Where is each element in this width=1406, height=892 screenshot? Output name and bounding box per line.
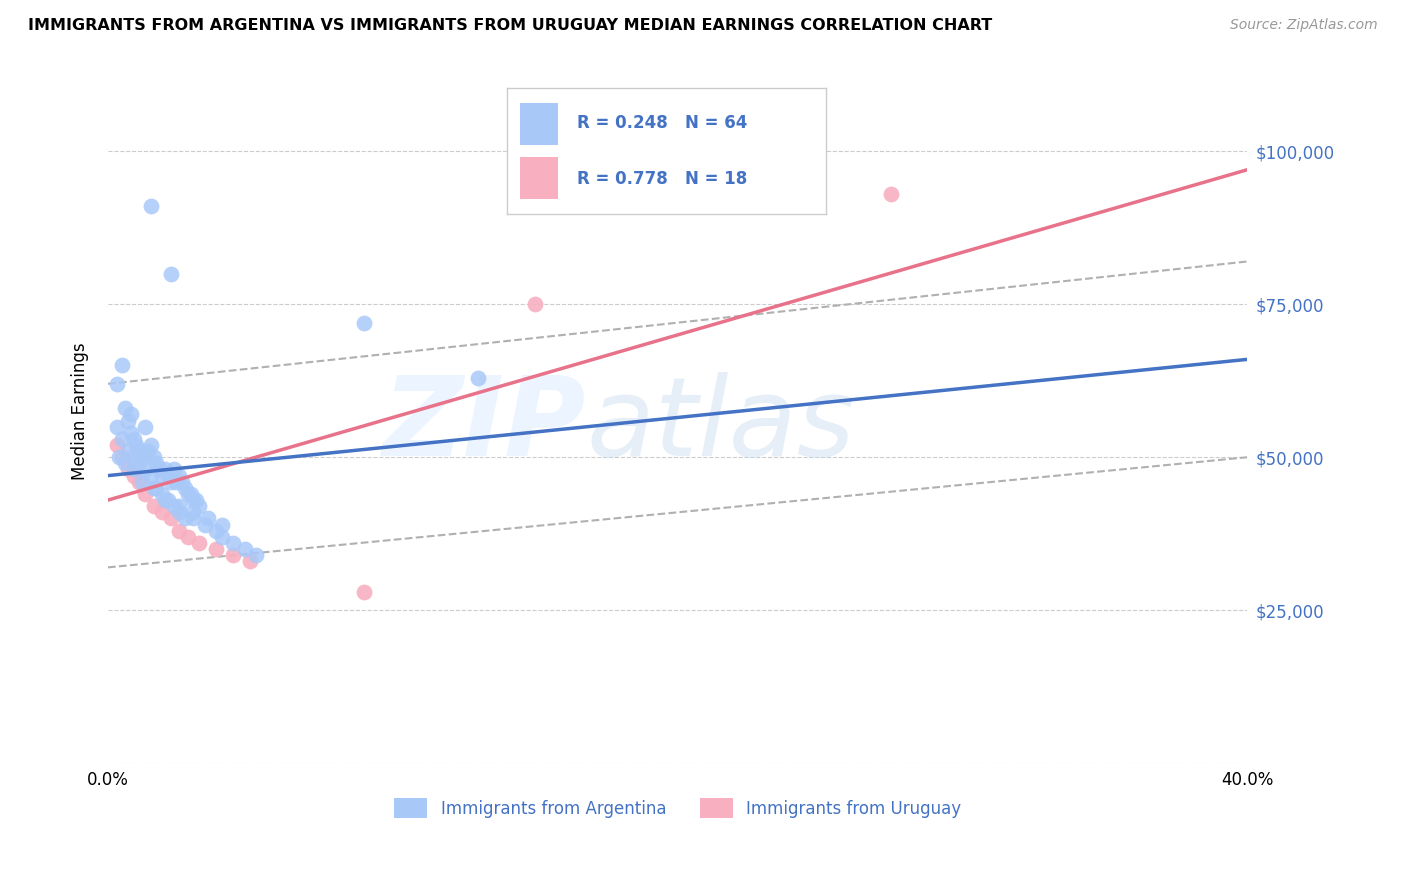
Point (114, 456, 136, 470)
Point (186, 493, 208, 508)
Point (167, 468, 190, 483)
Point (177, 530, 200, 544)
Point (120, 425, 142, 440)
Point (120, 408, 142, 422)
Point (180, 487, 202, 501)
Point (150, 487, 173, 501)
Point (353, 316, 375, 330)
Point (159, 475, 181, 489)
Point (122, 432, 145, 446)
Point (150, 468, 173, 483)
Point (142, 499, 165, 513)
Point (139, 468, 162, 483)
Point (167, 499, 190, 513)
Point (105, 419, 128, 434)
Point (245, 548, 267, 562)
Point (139, 438, 162, 452)
Point (128, 456, 150, 470)
Legend: Immigrants from Argentina, Immigrants from Uruguay: Immigrants from Argentina, Immigrants fr… (387, 791, 967, 825)
Point (156, 493, 179, 508)
Point (131, 450, 153, 465)
Point (205, 524, 228, 538)
Point (194, 517, 217, 532)
Point (183, 511, 205, 525)
Point (134, 419, 156, 434)
Point (117, 444, 139, 458)
Point (128, 475, 150, 489)
Point (159, 511, 181, 525)
Point (111, 359, 134, 373)
Point (142, 450, 165, 465)
Point (111, 432, 134, 446)
Point (122, 462, 145, 476)
Point (117, 413, 139, 427)
Point (122, 450, 145, 465)
Point (145, 456, 167, 470)
Point (139, 199, 162, 213)
Point (134, 462, 156, 476)
Point (105, 376, 128, 391)
Text: ZIP: ZIP (382, 372, 586, 479)
Point (174, 481, 197, 495)
Y-axis label: Median Earnings: Median Earnings (72, 343, 89, 480)
Text: atlas: atlas (586, 372, 855, 479)
Point (188, 499, 211, 513)
Point (177, 487, 200, 501)
Point (156, 468, 179, 483)
Point (142, 481, 165, 495)
Point (117, 462, 139, 476)
Point (159, 267, 181, 281)
Point (122, 468, 145, 483)
Point (167, 524, 190, 538)
Point (114, 401, 136, 416)
Point (188, 536, 211, 550)
Point (222, 548, 245, 562)
Point (165, 475, 187, 489)
Point (239, 554, 262, 568)
Point (108, 450, 131, 465)
Point (880, 187, 903, 202)
Point (125, 438, 148, 452)
Point (211, 530, 233, 544)
Point (197, 511, 219, 525)
Point (233, 541, 256, 556)
Point (134, 487, 156, 501)
Point (170, 475, 193, 489)
Point (105, 438, 128, 452)
Point (167, 505, 190, 519)
Point (183, 505, 205, 519)
Point (153, 462, 176, 476)
Point (111, 450, 134, 465)
Point (222, 536, 245, 550)
Point (205, 541, 228, 556)
Point (524, 297, 547, 311)
Point (183, 493, 205, 508)
Point (162, 499, 184, 513)
Point (145, 481, 167, 495)
Point (131, 475, 153, 489)
Point (353, 584, 375, 599)
Point (162, 462, 184, 476)
Point (174, 511, 197, 525)
Point (148, 462, 170, 476)
Point (467, 370, 489, 384)
Point (153, 493, 176, 508)
Text: Source: ZipAtlas.com: Source: ZipAtlas.com (1230, 18, 1378, 32)
Point (136, 444, 159, 458)
Point (150, 505, 173, 519)
Point (128, 444, 150, 458)
Point (211, 517, 233, 532)
Text: IMMIGRANTS FROM ARGENTINA VS IMMIGRANTS FROM URUGUAY MEDIAN EARNINGS CORRELATION: IMMIGRANTS FROM ARGENTINA VS IMMIGRANTS … (28, 18, 993, 33)
